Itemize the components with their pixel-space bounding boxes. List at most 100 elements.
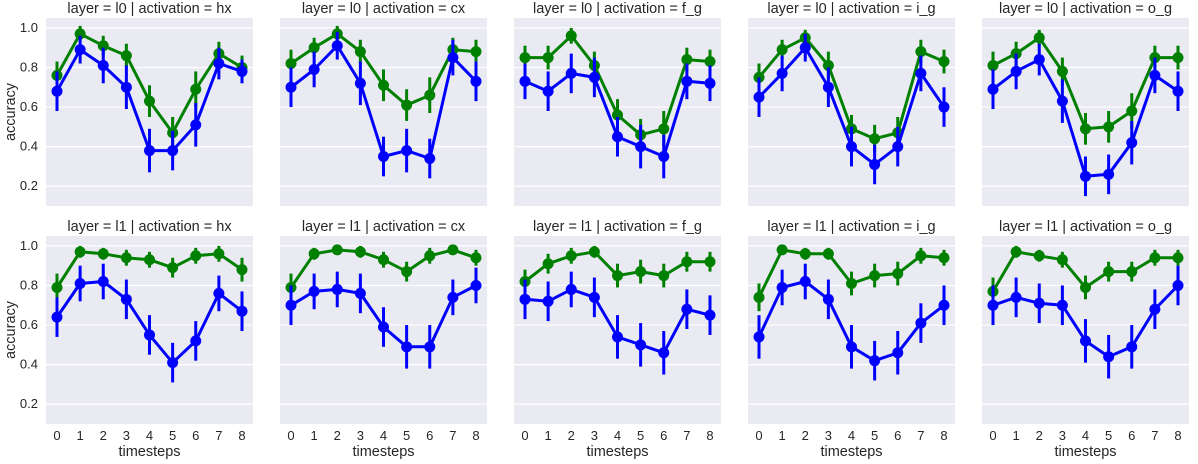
x-tick-label: 7 — [683, 428, 690, 443]
data-point — [1126, 341, 1138, 353]
data-point — [1010, 65, 1022, 77]
data-point — [120, 293, 132, 305]
data-point — [938, 299, 950, 311]
data-point — [354, 46, 366, 58]
data-point — [1103, 121, 1115, 133]
data-point — [1172, 52, 1184, 64]
x-tick-label: 6 — [660, 428, 667, 443]
data-point — [542, 85, 554, 97]
data-point — [190, 119, 202, 131]
data-point — [658, 123, 670, 135]
data-point — [120, 81, 132, 93]
data-point — [447, 291, 459, 303]
data-point — [308, 63, 320, 75]
data-point — [915, 317, 927, 329]
data-point — [447, 52, 459, 64]
data-point — [308, 285, 320, 297]
x-tick-label: 0 — [521, 428, 528, 443]
data-point — [822, 59, 834, 71]
data-point — [892, 347, 904, 359]
data-point — [1172, 279, 1184, 291]
data-point — [542, 258, 554, 270]
data-point — [822, 293, 834, 305]
data-point — [519, 52, 531, 64]
panel-title: layer = l0 | activation = cx — [302, 1, 466, 17]
data-point — [565, 30, 577, 42]
data-point — [1149, 69, 1161, 81]
x-tick-label: 2 — [100, 428, 107, 443]
data-point — [1103, 266, 1115, 278]
data-point — [285, 81, 297, 93]
data-point — [1172, 252, 1184, 264]
x-tick-label: 8 — [238, 428, 245, 443]
data-point — [542, 295, 554, 307]
data-point — [51, 85, 63, 97]
x-tick-label: 5 — [403, 428, 410, 443]
data-point — [635, 266, 647, 278]
x-tick-label: 7 — [917, 428, 924, 443]
data-point — [704, 77, 716, 89]
panel-title: layer = l0 | activation = i_g — [767, 1, 935, 17]
x-axis-label: timesteps — [586, 444, 648, 459]
x-tick-label: 6 — [1128, 428, 1135, 443]
data-point — [1010, 291, 1022, 303]
data-point — [1080, 170, 1091, 182]
data-point — [213, 58, 225, 70]
data-point — [285, 58, 297, 70]
data-point — [846, 277, 857, 289]
x-tick-label: 7 — [215, 428, 222, 443]
data-point — [74, 246, 86, 258]
data-point — [1126, 105, 1138, 117]
data-point — [424, 89, 436, 101]
data-point — [938, 56, 950, 68]
y-tick-label: 0.6 — [20, 317, 38, 332]
x-tick-label: 4 — [1082, 428, 1089, 443]
x-tick-label: 8 — [472, 428, 479, 443]
data-point — [120, 50, 132, 62]
x-tick-label: 5 — [871, 428, 878, 443]
x-tick-label: 2 — [334, 428, 341, 443]
data-point — [378, 254, 389, 266]
data-point — [704, 309, 716, 321]
data-point — [167, 262, 179, 274]
x-tick-label: 3 — [591, 428, 598, 443]
data-point — [1056, 299, 1068, 311]
panel-title: layer = l0 | activation = o_g — [999, 1, 1172, 17]
x-tick-label: 3 — [1059, 428, 1066, 443]
x-tick-label: 5 — [1105, 428, 1112, 443]
data-point — [681, 303, 693, 315]
data-point — [658, 347, 670, 359]
data-point — [378, 79, 389, 91]
data-point — [97, 59, 109, 71]
data-point — [915, 46, 927, 58]
data-point — [470, 46, 482, 58]
x-tick-label: 1 — [77, 428, 84, 443]
data-point — [681, 256, 693, 268]
data-point — [612, 270, 623, 282]
x-tick-label: 0 — [53, 428, 60, 443]
x-tick-label: 4 — [380, 428, 387, 443]
data-point — [704, 256, 716, 268]
x-axis-label: timesteps — [1054, 444, 1116, 459]
data-point — [190, 83, 202, 95]
data-point — [1033, 54, 1045, 66]
data-point — [470, 252, 482, 264]
data-point — [331, 283, 343, 295]
x-tick-label: 4 — [848, 428, 855, 443]
x-tick-label: 6 — [894, 428, 901, 443]
x-tick-label: 8 — [706, 428, 713, 443]
data-point — [1056, 65, 1068, 77]
x-tick-label: 0 — [989, 428, 996, 443]
data-point — [167, 145, 179, 157]
x-tick-label: 5 — [637, 428, 644, 443]
data-point — [470, 75, 482, 87]
data-point — [97, 40, 109, 52]
data-point — [869, 270, 881, 282]
data-point — [167, 357, 179, 369]
data-point — [308, 42, 320, 54]
y-tick-label: 0.8 — [20, 277, 38, 292]
data-point — [213, 248, 225, 260]
panel-title: layer = l1 | activation = hx — [67, 219, 232, 235]
data-point — [236, 264, 248, 276]
